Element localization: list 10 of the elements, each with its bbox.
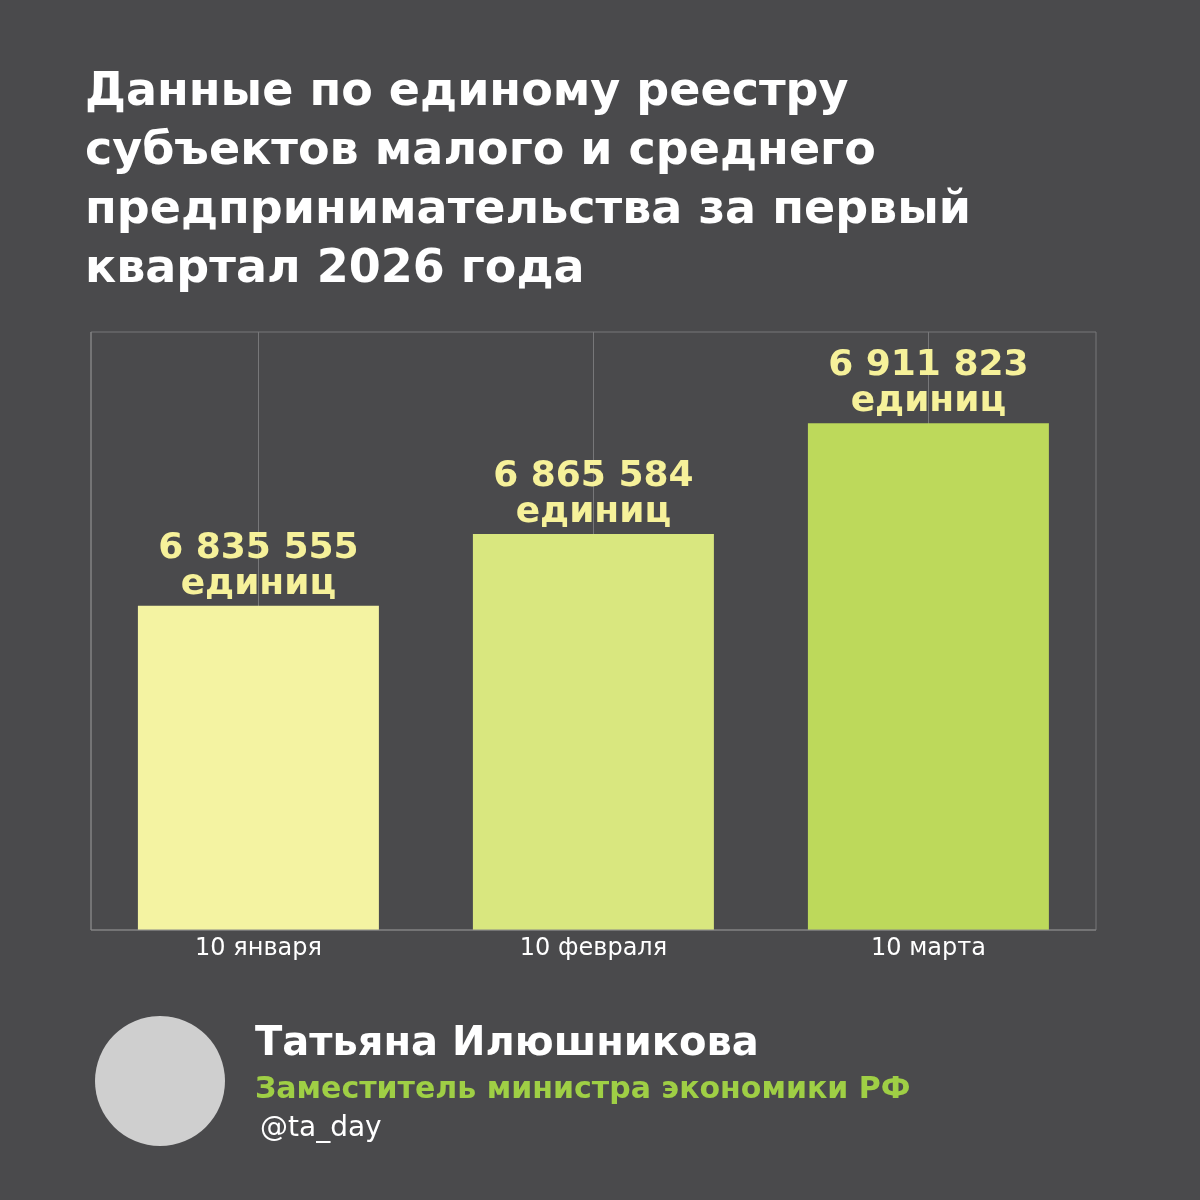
text: Татьяна Илюшникова xyxy=(255,1018,759,1064)
data-label: 6 911 823 единиц xyxy=(828,342,1029,420)
x-tick-label: 10 января xyxy=(195,933,322,962)
text: @ta_day xyxy=(260,1110,382,1143)
text: Заместитель министра экономики РФ xyxy=(255,1070,911,1105)
data-label: 6 835 555 единиц xyxy=(158,524,359,602)
x-tick-label: 10 марта xyxy=(871,933,986,962)
data-label: 6 865 584 единиц xyxy=(493,452,694,530)
chart-title: Данные по единому реестру субъектов малого и среднего предпринимательства за первый квартал 2026 года xyxy=(85,61,973,295)
x-tick-label: 10 февраля xyxy=(519,933,668,962)
